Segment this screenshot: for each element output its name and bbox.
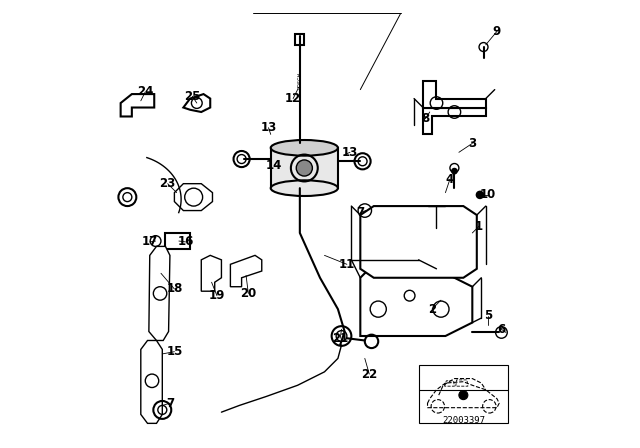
Text: 18: 18 [166, 282, 182, 296]
Text: 22003397: 22003397 [442, 416, 485, 425]
Text: 1: 1 [475, 220, 483, 233]
Text: 8: 8 [421, 112, 429, 125]
Ellipse shape [271, 181, 338, 196]
Circle shape [452, 168, 457, 174]
Polygon shape [174, 184, 212, 211]
Bar [165, 233, 190, 249]
Text: 24: 24 [137, 85, 154, 99]
Circle shape [476, 191, 484, 198]
Text: 17: 17 [141, 235, 158, 249]
Text: 16: 16 [177, 235, 194, 249]
Text: 19: 19 [209, 289, 225, 302]
Polygon shape [184, 94, 210, 112]
Text: 23: 23 [159, 177, 176, 190]
Circle shape [459, 391, 468, 400]
Text: 11: 11 [339, 258, 355, 271]
Text: 10: 10 [480, 188, 496, 202]
Text: 12: 12 [285, 92, 301, 105]
Polygon shape [271, 148, 338, 188]
Text: 2: 2 [428, 302, 436, 316]
Bar [296, 34, 305, 45]
Text: 22: 22 [361, 367, 378, 381]
Polygon shape [423, 81, 486, 108]
Ellipse shape [271, 140, 338, 155]
Text: 14: 14 [266, 159, 282, 172]
Bar [419, 365, 508, 423]
Text: BOSCH: BOSCH [298, 72, 303, 89]
Text: 7: 7 [166, 396, 174, 410]
Text: 20: 20 [240, 287, 257, 300]
Polygon shape [121, 94, 154, 116]
Polygon shape [360, 269, 472, 336]
Text: 6: 6 [497, 323, 506, 336]
Text: 25: 25 [184, 90, 200, 103]
Polygon shape [202, 255, 221, 291]
Text: 21: 21 [332, 332, 348, 345]
Text: 13: 13 [342, 146, 358, 159]
Text: 7: 7 [356, 206, 364, 220]
Circle shape [296, 160, 312, 176]
Polygon shape [141, 340, 163, 423]
Polygon shape [149, 246, 170, 340]
Text: 15: 15 [166, 345, 182, 358]
Text: 3: 3 [468, 137, 476, 150]
Polygon shape [423, 108, 486, 134]
Text: 5: 5 [484, 309, 492, 323]
Polygon shape [230, 255, 262, 287]
Text: 9: 9 [493, 25, 501, 38]
Text: 13: 13 [260, 121, 276, 134]
Polygon shape [360, 206, 477, 278]
Text: 4: 4 [446, 172, 454, 186]
